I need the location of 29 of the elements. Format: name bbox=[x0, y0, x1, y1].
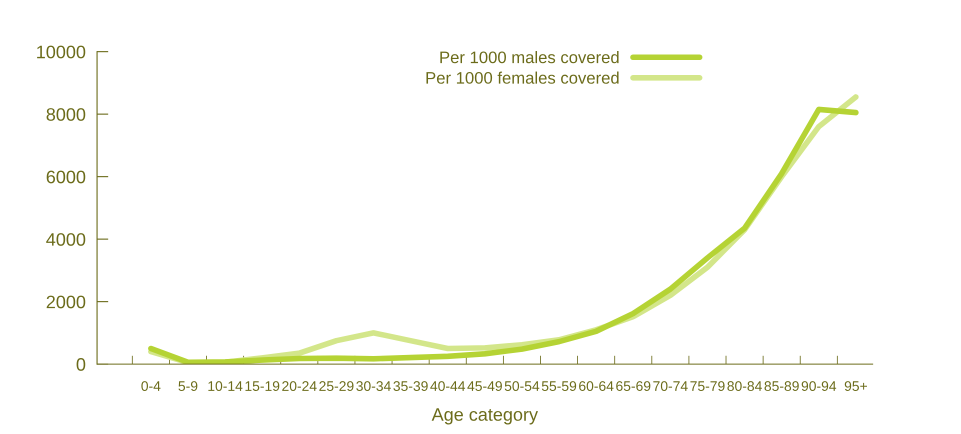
y-tick-label: 10000 bbox=[37, 46, 86, 58]
x-tick-label: 15-19 bbox=[245, 381, 280, 391]
x-tick-label: 60-64 bbox=[579, 381, 614, 391]
y-tick-label: 0 bbox=[76, 358, 86, 371]
x-tick-label: 30-34 bbox=[356, 381, 391, 391]
x-tick-label: 40-44 bbox=[430, 381, 466, 391]
x-tick-label: 75-79 bbox=[690, 381, 725, 391]
x-tick-label: 70-74 bbox=[653, 381, 688, 391]
x-axis-title: Age category bbox=[432, 408, 538, 424]
x-tick-label: 80-84 bbox=[727, 381, 762, 391]
y-tick-label: 4000 bbox=[46, 233, 86, 246]
x-tick-label: 90-94 bbox=[802, 381, 836, 391]
x-tick-label: 0-4 bbox=[141, 381, 160, 391]
x-tick-label: 10-14 bbox=[208, 381, 242, 391]
x-tick-label: 65-69 bbox=[616, 381, 650, 391]
legend-label: Per 1000 males covered bbox=[440, 51, 619, 64]
x-tick-label: 85-89 bbox=[764, 381, 799, 391]
x-tick-label: 20-24 bbox=[282, 381, 317, 391]
x-tick-label: 5-9 bbox=[178, 381, 198, 391]
x-tick-label: 55-59 bbox=[542, 381, 576, 391]
x-tick-label: 25-29 bbox=[319, 381, 354, 391]
y-tick-label: 6000 bbox=[46, 170, 86, 184]
x-tick-label: 95+ bbox=[844, 381, 867, 391]
x-tick-label: 45-49 bbox=[467, 381, 502, 391]
x-tick-label: 50-54 bbox=[504, 381, 540, 391]
legend-label: Per 1000 females covered bbox=[426, 72, 619, 84]
x-tick-label: 35-39 bbox=[393, 381, 428, 391]
y-tick-label: 2000 bbox=[46, 296, 86, 308]
y-tick-label: 8000 bbox=[46, 108, 86, 121]
